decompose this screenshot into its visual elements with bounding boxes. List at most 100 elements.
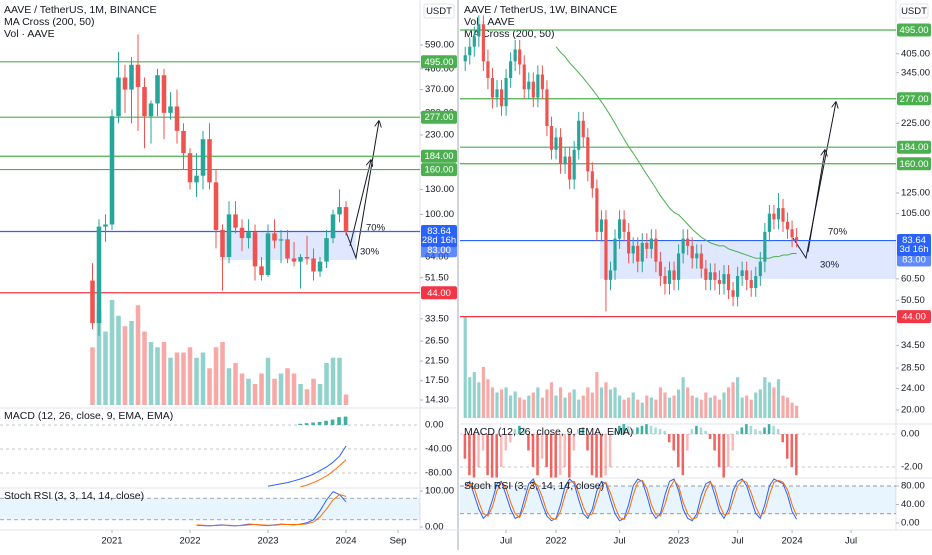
volume-bar [168, 357, 173, 405]
candle-body [740, 270, 744, 277]
y-tick-label: 105.00 [901, 208, 930, 219]
volume-bar [259, 373, 264, 405]
candle-body [272, 233, 277, 241]
volume-bar [658, 387, 663, 418]
pane [0, 416, 420, 488]
y-tick-label: -40.00 [425, 444, 452, 455]
annotation: 70% [828, 227, 848, 238]
level-tag [421, 55, 457, 69]
pane [460, 424, 896, 478]
macd-histogram-bar [298, 423, 302, 425]
volume-bar [90, 347, 95, 405]
candle-body [772, 213, 776, 220]
annotation: 70% [366, 223, 386, 234]
candle-body [135, 64, 141, 88]
volume-bar [672, 395, 676, 418]
candle-body [577, 120, 581, 150]
level-tag-label: 160.00 [899, 159, 928, 170]
macd-histogram-bar [722, 434, 725, 478]
macd-histogram-bar [531, 434, 535, 467]
volume-bar [545, 389, 549, 418]
macd-histogram-bar [590, 434, 594, 476]
y-tick-label: 370.00 [425, 84, 454, 95]
volume-bar [558, 387, 563, 418]
macd-histogram-bar [477, 434, 480, 467]
x-tick-label: 2021 [101, 536, 122, 547]
volume-bar [291, 373, 297, 405]
candle-body [690, 245, 694, 259]
volume-bar [717, 399, 722, 418]
level-tag [421, 163, 457, 177]
pane [0, 491, 420, 527]
candle-body [581, 120, 585, 138]
macd-histogram-bar [636, 427, 639, 435]
volume-bar [590, 392, 594, 418]
volume-bar [468, 377, 472, 418]
candle-body [522, 64, 526, 90]
macd-histogram-bar [681, 434, 685, 476]
macd-histogram-bar [781, 434, 784, 443]
macd-histogram-bar [572, 434, 576, 451]
macd-histogram-bar [736, 430, 739, 435]
macd-histogram-bar [790, 434, 794, 467]
macd-histogram-bar [577, 429, 580, 435]
volume-bar [278, 373, 284, 405]
volume-bar [622, 399, 626, 418]
candle-body [194, 175, 199, 183]
candle-body [726, 274, 731, 291]
y-tick-label: 40.00 [901, 499, 925, 510]
level-tag-label: 160.00 [424, 165, 453, 176]
volume-bar [490, 387, 495, 418]
zone-tag-label: 83.00 [427, 245, 451, 256]
y-tick-label: 0.00 [425, 522, 444, 533]
volume-bar [200, 352, 206, 405]
volume-bar [604, 382, 608, 418]
x-tick-label: 2022 [179, 536, 200, 547]
level-tag-label: 44.00 [427, 288, 451, 299]
candle-body [330, 214, 336, 239]
volume-bar [477, 382, 481, 418]
y-tick-label: 125.00 [901, 187, 930, 198]
volume-bar [581, 395, 585, 418]
macd-histogram-bar [695, 425, 698, 435]
candle-body [568, 156, 572, 180]
macd-histogram-bar [518, 425, 521, 435]
pane [0, 34, 420, 405]
candle-body [613, 238, 617, 271]
y-tick-label: 225.00 [901, 118, 930, 129]
volume-bar [481, 367, 485, 418]
volume-bar [758, 389, 762, 418]
macd-histogram-bar [468, 434, 471, 476]
level-tag [421, 286, 457, 300]
candle-body [590, 171, 594, 189]
currency-button[interactable] [899, 3, 929, 19]
volume-bar [518, 397, 522, 418]
volume-bar [726, 387, 731, 418]
volume-bar [463, 316, 467, 418]
volume-bar [472, 372, 476, 418]
x-tick-label: 2023 [668, 536, 689, 547]
candle-body [776, 208, 781, 220]
candle-body [495, 89, 499, 98]
macd-histogram-bar [690, 429, 694, 435]
candle-body [767, 213, 771, 232]
currency-button[interactable] [423, 3, 455, 19]
volume-bar [577, 399, 581, 418]
macd-histogram-bar [795, 434, 798, 476]
y-tick-label: 590.00 [425, 40, 454, 51]
candle-body [636, 245, 640, 262]
stoch-band [0, 498, 420, 520]
candle-body [717, 279, 722, 284]
y-tick-label: 17.50 [425, 375, 449, 386]
y-tick-label: 28.50 [901, 363, 925, 374]
candle-body [220, 229, 225, 258]
macd-histogram-bar [545, 434, 548, 467]
zone-tag [897, 253, 931, 267]
volume-bar [509, 395, 513, 418]
candle-body [174, 106, 180, 131]
volume-bar [695, 397, 699, 418]
candle-body [463, 55, 467, 62]
macd-histogram-bar [463, 434, 467, 459]
candle-body [109, 116, 115, 225]
